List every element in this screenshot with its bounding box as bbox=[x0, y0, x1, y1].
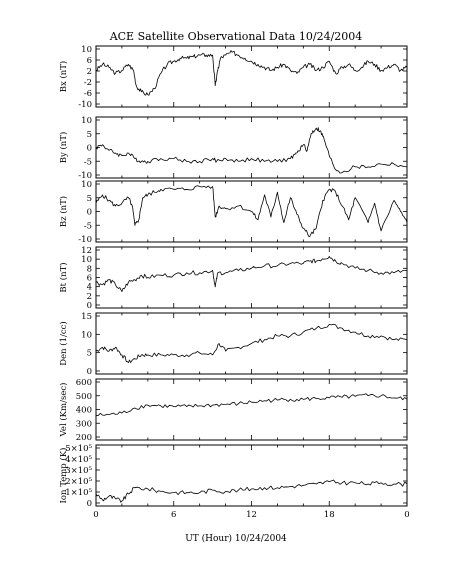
y-tick-label: 2×10⁵ bbox=[65, 477, 92, 487]
y-tick-label: 2 bbox=[87, 67, 92, 77]
y-tick-label: 1×10⁵ bbox=[65, 488, 92, 498]
y-tick-label: 0 bbox=[87, 499, 92, 509]
x-axis-label: UT (Hour) 10/24/2004 bbox=[185, 533, 287, 544]
y-tick-label: 5 bbox=[87, 194, 92, 204]
y-tick-label: 5×10⁵ bbox=[65, 444, 92, 454]
y-tick-label: 15 bbox=[81, 312, 92, 322]
y-tick-label: -10 bbox=[78, 235, 92, 245]
y-tick-label: 0 bbox=[87, 144, 92, 154]
y-axis-label: Ion Temp (K) bbox=[58, 448, 69, 504]
y-tick-label: 10 bbox=[81, 255, 92, 265]
series-line bbox=[95, 323, 408, 364]
y-tick-label: 10 bbox=[81, 330, 92, 340]
y-tick-label: 0 bbox=[87, 367, 92, 377]
y-tick-label: 5 bbox=[87, 349, 92, 359]
y-axis-label: Den (1/cc) bbox=[58, 321, 69, 365]
series-line bbox=[95, 185, 408, 237]
series-line bbox=[95, 50, 408, 96]
y-tick-label: 0 bbox=[87, 301, 92, 311]
chart-title: ACE Satellite Observational Data 10/24/2… bbox=[109, 30, 363, 43]
series-line bbox=[95, 255, 407, 293]
y-axis-label: Bx (nT) bbox=[58, 61, 69, 93]
y-tick-label: 10 bbox=[81, 116, 92, 126]
y-tick-label: 4×10⁵ bbox=[65, 455, 92, 465]
x-tick-label: 18 bbox=[324, 510, 335, 520]
y-axis-label: By (nT) bbox=[58, 132, 69, 164]
y-tick-label: 6 bbox=[87, 56, 92, 66]
y-tick-label: -5 bbox=[84, 221, 92, 231]
y-tick-label: -6 bbox=[84, 89, 92, 99]
panel-frame bbox=[95, 45, 408, 108]
x-tick-label: 0 bbox=[93, 510, 98, 520]
panel-frame bbox=[95, 116, 408, 179]
y-tick-label: 400 bbox=[76, 406, 92, 416]
y-tick-label: 200 bbox=[76, 433, 92, 443]
x-tick-label: 6 bbox=[171, 510, 176, 520]
panel-frame bbox=[95, 378, 408, 441]
y-tick-label: 300 bbox=[76, 419, 92, 429]
panel-frame bbox=[95, 444, 408, 507]
y-tick-label: 8 bbox=[87, 264, 92, 274]
y-tick-label: 500 bbox=[76, 392, 92, 402]
y-tick-label: 3×10⁵ bbox=[65, 466, 92, 476]
series-line bbox=[95, 479, 408, 503]
y-tick-label: 10 bbox=[81, 180, 92, 190]
series-line bbox=[95, 393, 408, 417]
series-line bbox=[95, 127, 408, 174]
y-tick-label: 6 bbox=[87, 274, 92, 284]
y-tick-label: 5 bbox=[87, 130, 92, 140]
y-tick-label: 2 bbox=[87, 292, 92, 302]
y-tick-label: 10 bbox=[81, 45, 92, 55]
y-tick-label: 12 bbox=[81, 246, 92, 256]
y-axis-label: Vel (Km/sec) bbox=[58, 383, 69, 438]
x-tick-label: 12 bbox=[246, 510, 257, 520]
y-tick-label: -10 bbox=[78, 171, 92, 181]
y-tick-label: 0 bbox=[87, 208, 92, 218]
x-tick-label: 0 bbox=[404, 510, 409, 520]
y-tick-label: -5 bbox=[84, 157, 92, 167]
y-tick-label: 4 bbox=[87, 283, 92, 293]
y-tick-label: 600 bbox=[76, 378, 92, 388]
y-tick-label: -10 bbox=[78, 100, 92, 110]
y-axis-label: Bz (nT) bbox=[58, 196, 69, 227]
y-tick-label: -2 bbox=[84, 78, 92, 88]
y-axis-label: Bt (nT) bbox=[58, 262, 69, 292]
